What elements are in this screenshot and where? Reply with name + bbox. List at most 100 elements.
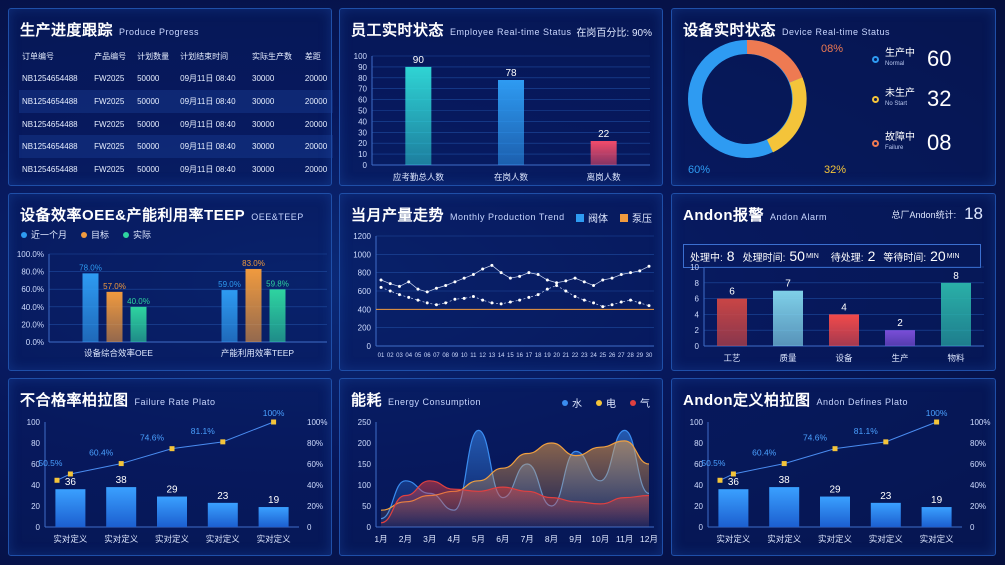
y-tick-label: 40	[358, 117, 367, 126]
series-point	[601, 305, 605, 309]
table-cell: 30000	[249, 90, 302, 113]
series-point	[453, 297, 457, 301]
device-subtitle: Device Real-time Status	[782, 27, 891, 37]
cumulative-point	[169, 446, 175, 452]
x-tick-label: 12	[479, 353, 486, 359]
series-point	[610, 303, 614, 307]
series-point	[425, 290, 429, 294]
x-tick-label: 2月	[399, 534, 412, 544]
legend-dot	[81, 231, 88, 238]
ring-icon	[872, 95, 879, 103]
panel-title: 能耗 Energy Consumption	[351, 389, 481, 410]
table-cell: FW2025	[91, 135, 135, 158]
table-cell: 20000	[304, 74, 328, 84]
x-tick-label: 质量	[779, 353, 797, 363]
table-row[interactable]: NB1254654488 FW2025 50000 09月11日 08:40 30000…	[19, 68, 333, 91]
series-point	[490, 263, 494, 267]
x-tick-label: 29	[636, 353, 643, 359]
series-point	[379, 278, 383, 282]
y-tick-label: 600	[358, 287, 372, 296]
x-tick-label: 19	[544, 353, 551, 359]
x-tick-label: 06	[424, 353, 431, 359]
legend-label: 阀体	[588, 214, 608, 225]
andon-subtitle: Andon Alarm	[769, 212, 828, 222]
col-actual: 实际生产数	[252, 51, 293, 61]
produce-progress-panel: 生产进度跟踪 Produce Progress 订单编号 产品编号 计划数量 计划…	[8, 8, 333, 186]
y-tick-label: 6	[695, 295, 700, 304]
legend-label: 水	[572, 399, 582, 410]
oee-chart: 0.0% 20.0% 40.0% 60.0% 80.0% 100.0% 78.0% 57.0%…	[17, 250, 327, 358]
series-point	[444, 301, 448, 305]
table-cell: NB1254654488	[22, 164, 78, 174]
energy-panel: 能耗 Energy Consumption 水 电 气 0 50 100 150 200 2…	[339, 378, 663, 556]
cumulative-point	[271, 419, 277, 425]
series-point	[527, 295, 531, 299]
x-tick-label: 30	[646, 353, 653, 359]
oee-title: 设备效率OEE&产能利用率TEEP	[20, 207, 246, 224]
cumulative-point	[832, 446, 838, 452]
pct-failure: 08%	[821, 43, 843, 55]
x-tick-label: 24	[590, 353, 597, 359]
employee-bar	[590, 141, 617, 165]
y-tick-label: 1200	[353, 232, 371, 241]
monthly-subtitle: Monthly Production Trend	[450, 212, 565, 222]
x-tick-label: 05	[415, 353, 422, 359]
y-tick-label: 100	[358, 481, 372, 490]
wait-time-value: 20	[930, 248, 946, 264]
series-point	[564, 279, 568, 283]
table-row[interactable]: NB1254654488 FW2025 50000 09月11日 08:40 30000…	[19, 90, 333, 113]
series-point	[416, 298, 420, 302]
table-cell: FW2025	[94, 164, 125, 174]
table-row[interactable]: NB1254654488 FW2025 50000 09月11日 08:40 30000…	[19, 113, 333, 136]
employee-subtitle: Employee Real-time Status	[450, 27, 572, 37]
table-row[interactable]: NB1254654488 FW2025 50000 09月11日 08:40 30000…	[19, 135, 333, 158]
series-point	[499, 271, 503, 275]
series-point	[490, 301, 494, 305]
stat-en: Failure	[885, 145, 904, 151]
x-tick-label: 实对定义	[767, 534, 802, 544]
series-point	[582, 298, 586, 302]
table-row[interactable]: NB1254654488 FW2025 50000 09月11日 08:40 30000…	[19, 158, 333, 181]
y-tick-label: 60	[694, 460, 703, 469]
bar-value-label: 40.0%	[127, 297, 150, 306]
stat-failure: 故障中 Failure 08	[872, 130, 951, 156]
series-point	[638, 301, 642, 305]
series-point	[397, 293, 401, 297]
panel-title: Andon定义柏拉图 Andon Defines Plato	[683, 389, 908, 410]
series-point	[471, 295, 475, 298]
wait-time-label: 等待时间:	[883, 252, 927, 264]
monthly-title: 当月产量走势	[351, 207, 445, 224]
cumulative-label: 100%	[926, 408, 948, 418]
energy-area	[381, 480, 649, 527]
series-point	[555, 284, 559, 287]
energy-chart: 0 50 100 150 200 250 1月 2月 3月 4月 5月 6月 7月 8月 9月 10月 11月 1…	[358, 418, 658, 544]
x-tick-label: 17	[526, 353, 533, 359]
proc-time-value: 50	[789, 248, 805, 264]
x-tick-label: 8月	[545, 534, 558, 544]
series-point	[582, 280, 586, 284]
panel-title: 不合格率柏拉图 Failure Rate Plato	[20, 389, 216, 410]
plato-bar	[718, 489, 749, 527]
y-tick-label: 30	[358, 128, 367, 137]
series-point	[388, 282, 392, 286]
bar-value-label: 7	[785, 279, 791, 290]
x-tick-label: 01	[378, 353, 385, 359]
cumulative-point	[717, 477, 723, 483]
ring-icon	[872, 55, 879, 63]
x-tick-label: 工艺	[723, 353, 740, 363]
x-tick-label: 4月	[447, 534, 460, 544]
defines-plato-panel: Andon定义柏拉图 Andon Defines Plato 0 20 40 60 80 1…	[671, 378, 996, 556]
y2-tick-label: 20%	[970, 502, 986, 511]
cumulative-point	[781, 461, 787, 467]
plato-bar	[207, 502, 238, 527]
series-point	[527, 271, 531, 275]
x-tick-label: 23	[581, 353, 588, 359]
stat-normal: 生产中 Normal 60	[872, 46, 951, 72]
panel-title: 生产进度跟踪 Produce Progress	[20, 19, 199, 40]
panel-title: 设备效率OEE&产能利用率TEEP OEE&TEEP	[20, 204, 304, 225]
legend-square	[620, 213, 628, 222]
y2-tick-label: 40%	[307, 481, 323, 490]
series-point	[379, 285, 383, 289]
x-tick-label: 离岗人数	[587, 172, 622, 182]
x-tick-label: 实对定义	[818, 534, 853, 544]
